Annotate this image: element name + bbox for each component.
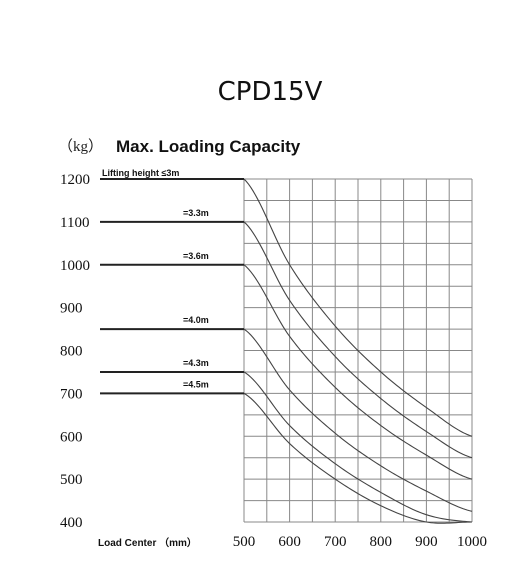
y-tick-label: 600 bbox=[60, 429, 83, 445]
x-tick-label: 600 bbox=[278, 534, 301, 550]
series-curve bbox=[243, 392, 473, 524]
series-label: =4.5m bbox=[183, 379, 209, 389]
y-tick-label: 400 bbox=[60, 515, 83, 531]
y-axis-ticks: 1200 1100 1000 900 800 700 600 500 400 bbox=[60, 172, 90, 531]
model-title: CPD15V bbox=[218, 77, 323, 107]
series-label: =3.6m bbox=[183, 251, 209, 261]
y-tick-label: 900 bbox=[60, 301, 83, 317]
series-curve bbox=[243, 328, 473, 512]
y-tick-label: 1200 bbox=[60, 172, 90, 188]
x-axis-ticks: 500 600 700 800 900 1000 bbox=[233, 534, 487, 550]
chart-subtitle: Max. Loading Capacity bbox=[116, 137, 301, 156]
y-tick-label: 700 bbox=[60, 386, 83, 402]
y-tick-label: 1000 bbox=[60, 258, 90, 274]
series-curve bbox=[243, 264, 473, 480]
x-tick-label: 1000 bbox=[457, 534, 487, 550]
x-axis-label: Load Center （mm） bbox=[98, 536, 197, 549]
x-tick-label: 800 bbox=[370, 534, 393, 550]
lifting-height-label: Lifting height ≤3m bbox=[102, 168, 179, 178]
series-curve bbox=[243, 221, 473, 459]
x-tick-label: 500 bbox=[233, 534, 256, 550]
y-axis-unit: （kg） bbox=[58, 138, 103, 155]
series-label: =4.0m bbox=[183, 315, 209, 325]
x-tick-label: 700 bbox=[324, 534, 347, 550]
y-tick-label: 1100 bbox=[60, 215, 89, 231]
x-tick-label: 900 bbox=[415, 534, 438, 550]
y-tick-label: 800 bbox=[60, 344, 83, 360]
series-group: =3.3m =3.6m =4.0m =4.3m =4.5m bbox=[100, 178, 473, 524]
series-label: =4.3m bbox=[183, 358, 209, 368]
series-curve bbox=[243, 178, 473, 437]
y-tick-label: 500 bbox=[60, 472, 83, 488]
series-curve bbox=[243, 371, 473, 523]
series-label: =3.3m bbox=[183, 208, 209, 218]
